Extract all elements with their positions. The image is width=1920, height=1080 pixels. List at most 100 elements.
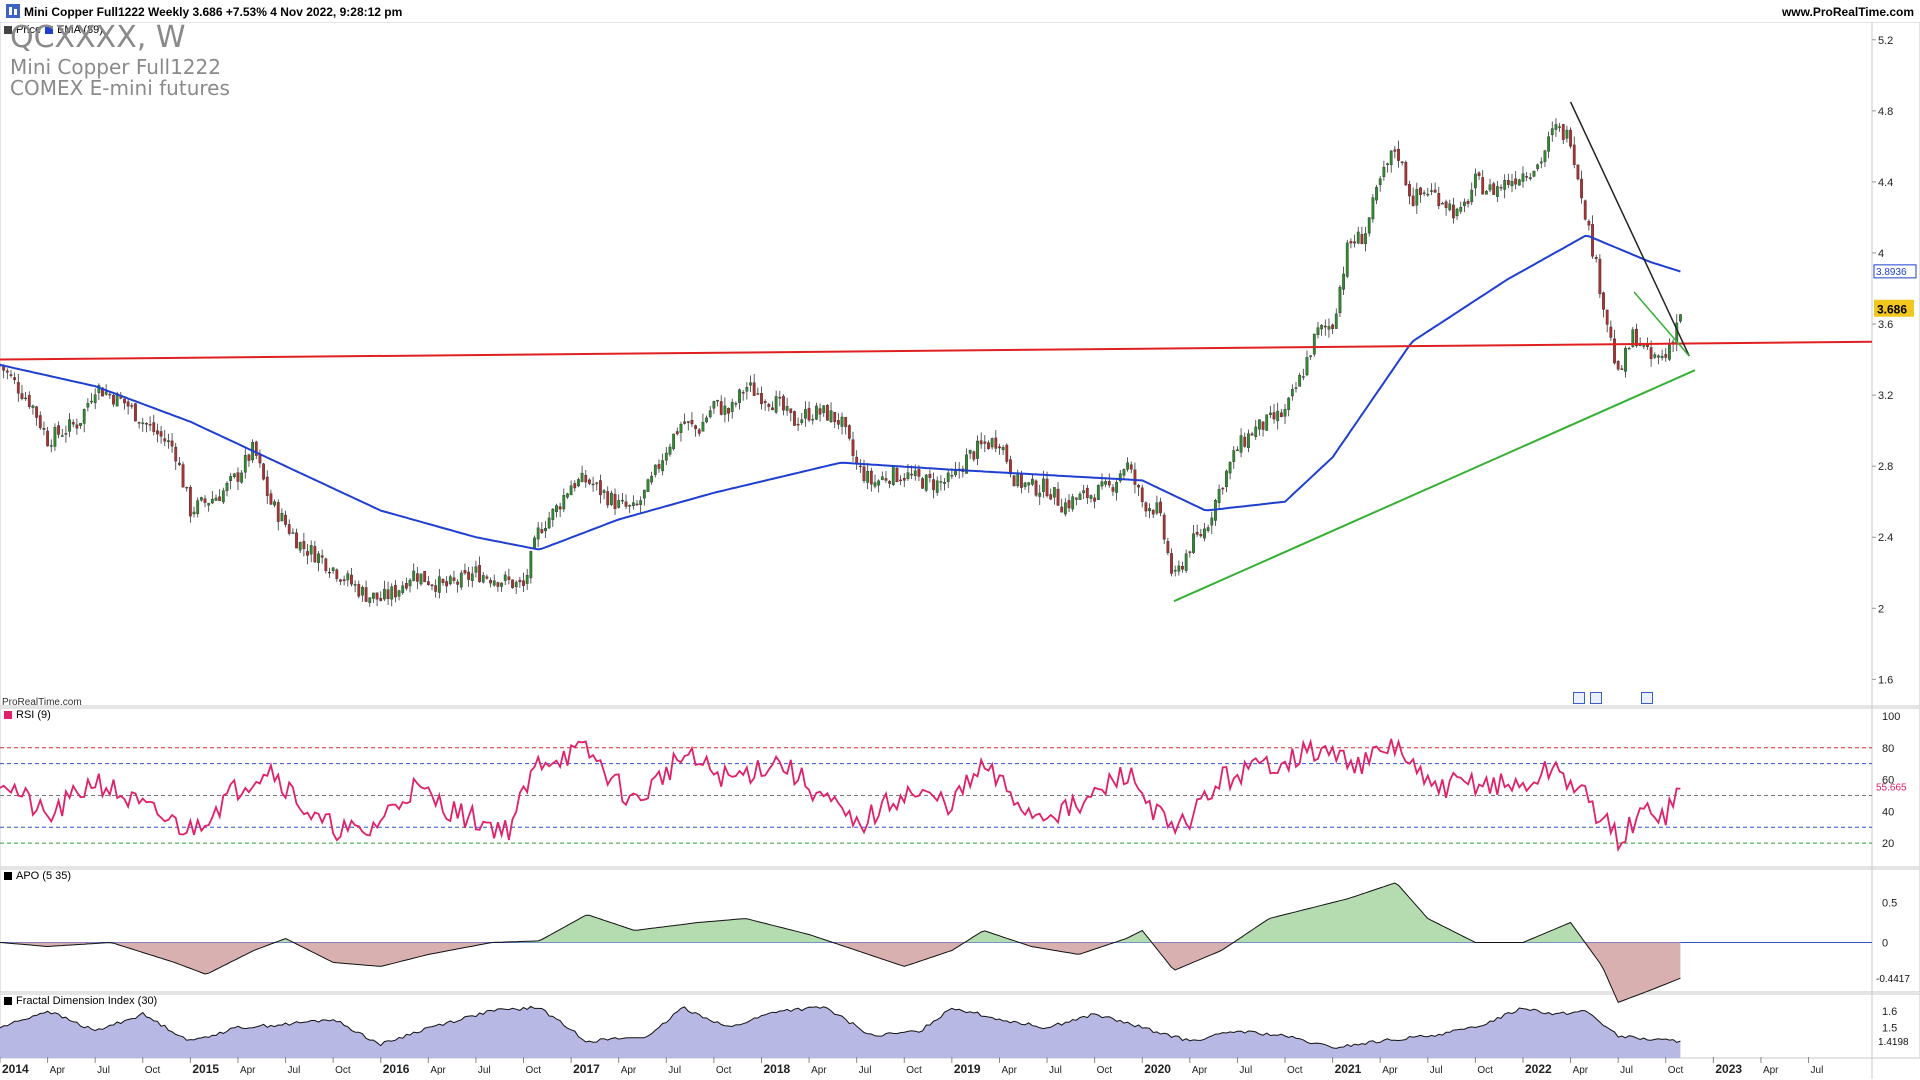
candle-body	[683, 421, 687, 424]
candle-body	[273, 501, 276, 506]
candle-body	[481, 575, 485, 583]
candle-body	[1045, 478, 1049, 497]
candle-body	[463, 570, 467, 574]
last-price-value: 3.686	[1877, 303, 1907, 317]
candle-body	[1349, 241, 1353, 244]
candle-body	[1411, 195, 1415, 207]
candle-body	[16, 382, 20, 394]
candle-body	[1316, 327, 1320, 336]
fdi-legend-label: Fractal Dimension Index (30)	[16, 995, 158, 1007]
candle-body	[976, 440, 979, 459]
candle-body	[778, 396, 782, 399]
candle-body	[148, 424, 152, 426]
candle-body	[393, 584, 397, 598]
candle-body	[1583, 200, 1587, 220]
candle-body	[1649, 347, 1653, 359]
candle-body	[170, 440, 174, 447]
candle-body	[1569, 129, 1572, 147]
candle-body	[844, 416, 848, 428]
candle-body	[46, 430, 49, 447]
candle-body	[811, 418, 815, 421]
candle-body	[470, 573, 474, 581]
price-panel[interactable]	[0, 22, 1920, 707]
candle-body	[320, 555, 324, 558]
candle-body	[1199, 534, 1203, 537]
candle-body	[240, 472, 244, 483]
candle-body	[185, 486, 189, 489]
candle-body	[1419, 187, 1422, 195]
candle-body	[1052, 487, 1056, 498]
candle-body	[1034, 480, 1038, 496]
candle-body	[1433, 189, 1437, 193]
x-tick-label: Oct	[1668, 1065, 1684, 1076]
apo-swatch	[4, 872, 12, 880]
candle-body	[1452, 204, 1455, 219]
candle-body	[1422, 192, 1426, 194]
candle-body	[1056, 488, 1060, 506]
candle-body	[804, 409, 807, 419]
candle-body	[921, 478, 924, 489]
candle-body	[1261, 421, 1265, 430]
x-tick-label: Oct	[716, 1065, 732, 1076]
uptrend-line[interactable]	[1173, 369, 1696, 603]
candle-body	[177, 462, 181, 465]
candle-body	[884, 478, 888, 481]
downtrend-line[interactable]	[1569, 101, 1690, 357]
candle-body	[379, 597, 383, 601]
candle-body	[1063, 502, 1067, 515]
candle-body	[1023, 482, 1027, 487]
site-link[interactable]: www.ProRealTime.com	[1781, 5, 1914, 19]
document-icon[interactable]	[1641, 692, 1653, 704]
candle-body	[793, 411, 796, 426]
apo-panel[interactable]	[0, 868, 1920, 993]
candle-body	[1177, 565, 1181, 572]
candle-body	[719, 401, 723, 415]
candle-body	[276, 502, 280, 522]
candle-body	[653, 464, 657, 475]
candle-body	[492, 580, 496, 586]
candle-body	[210, 498, 214, 504]
candle-body	[613, 493, 617, 509]
candle-body	[987, 442, 990, 449]
candle-body	[928, 473, 932, 478]
candle-body	[1283, 409, 1287, 417]
candle-body	[807, 407, 811, 421]
x-tick-label: 2014	[2, 1062, 29, 1076]
candle-body	[397, 590, 401, 597]
candle-body	[672, 433, 676, 450]
x-tick-label: Jul	[1620, 1065, 1633, 1076]
report-icon[interactable]	[1573, 692, 1585, 704]
candle-body	[1547, 136, 1551, 152]
candle-body	[386, 589, 390, 600]
candle-body	[302, 541, 306, 549]
candle-body	[1338, 286, 1342, 314]
candle-body	[965, 454, 968, 474]
rsi-y-tick: 100	[1882, 711, 1900, 723]
candle-body	[1580, 178, 1583, 199]
x-tick-label: Jul	[97, 1065, 110, 1076]
candle-body	[1133, 469, 1137, 485]
x-tick-label: Jul	[1049, 1065, 1062, 1076]
candle-body	[1082, 490, 1086, 494]
price-y-tick: 1.6	[1878, 674, 1893, 686]
candle-body	[126, 401, 130, 407]
candle-body	[1441, 203, 1444, 205]
instrument-name: Mini Copper Full1222	[10, 55, 221, 79]
wedge-line[interactable]	[1633, 291, 1690, 357]
rsi-y-tick: 60	[1882, 775, 1894, 787]
candle-body	[1272, 412, 1276, 420]
candle-body	[1268, 412, 1272, 416]
candle-body	[664, 452, 668, 461]
candle-body	[924, 474, 928, 491]
candle-body	[1514, 178, 1518, 185]
candle-body	[767, 403, 771, 408]
candle-body	[145, 423, 148, 425]
candle-body	[295, 532, 298, 549]
candle-body	[167, 440, 170, 443]
candle-body	[1459, 206, 1463, 212]
chart-area[interactable]: 1.6 2 2.4 2.8 3.2 3.6 4 4.4 4.8 5.2 3.686 3.8936 20 4…	[0, 22, 1920, 1080]
candle-body	[518, 579, 522, 583]
notes-icon[interactable]	[1590, 692, 1602, 704]
support-line[interactable]	[0, 340, 1873, 361]
watermark: ProRealTime.com	[2, 697, 82, 708]
